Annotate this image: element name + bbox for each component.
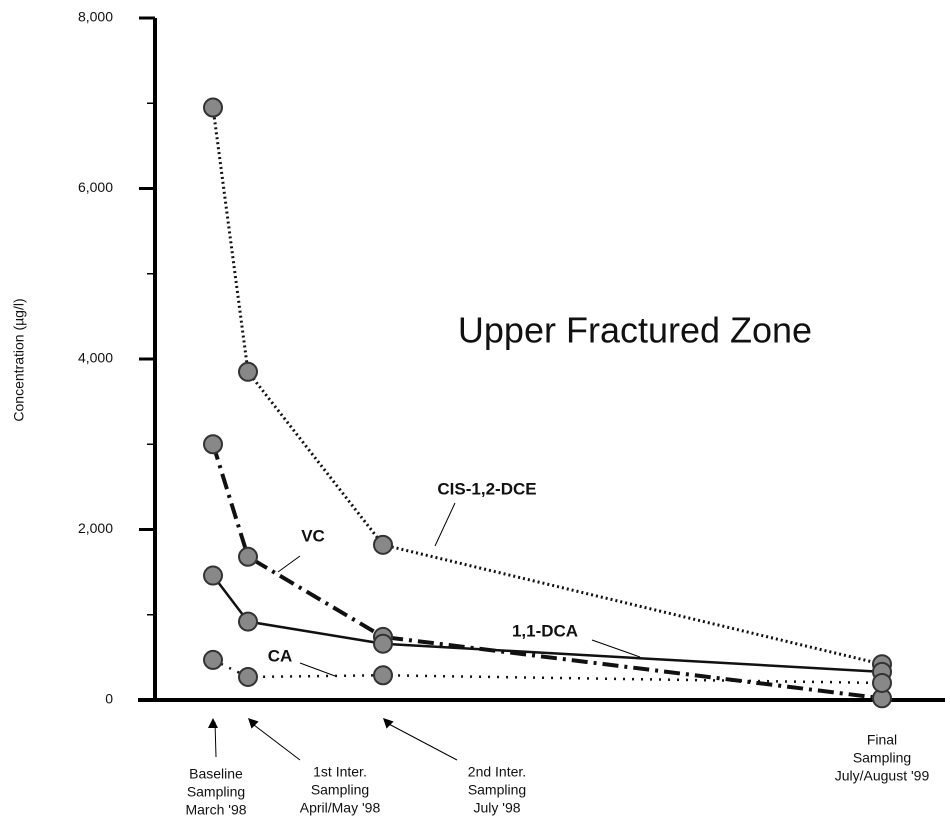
leader: [591, 639, 641, 658]
y-tick-label: 4,000: [78, 350, 113, 366]
data-point: [238, 666, 258, 687]
series-label: CA: [268, 646, 293, 665]
data-point: [872, 672, 892, 693]
x-tick-label: Baseline: [189, 766, 243, 782]
pointer: [249, 721, 301, 761]
x-tick-label: Sampling: [311, 782, 369, 798]
leader: [277, 555, 301, 573]
data-point: [238, 546, 258, 567]
data-point: [238, 611, 258, 632]
data-point: [373, 534, 393, 555]
data-point: [203, 565, 223, 586]
x-tick-label: Final: [867, 732, 897, 748]
y-axis-label: Concentration (µg/l): [11, 298, 27, 421]
x-tick-label: April/May '98: [300, 800, 381, 816]
y-tick-label: 0: [105, 691, 113, 707]
data-point: [373, 633, 393, 654]
x-tick-label: July '98: [473, 800, 520, 816]
pointer-head: [248, 718, 259, 729]
x-tick-label: Sampling: [187, 784, 245, 800]
data-point: [203, 97, 223, 118]
x-tick-label: 1st Inter.: [313, 764, 367, 780]
series-line: [212, 574, 883, 674]
series-line: [212, 658, 883, 685]
series-line: [211, 107, 883, 666]
data-point: [203, 649, 223, 670]
x-tick-label: March '98: [185, 802, 246, 818]
series-label: CIS-1,2-DCE: [437, 479, 536, 498]
x-tick-label: Sampling: [853, 750, 911, 766]
series-line: [211, 443, 883, 701]
series-label: VC: [301, 526, 325, 545]
x-tick-label: July/August '99: [835, 768, 930, 784]
series-label: 1,1-DCA: [512, 621, 578, 640]
pointer-head: [208, 718, 218, 728]
y-tick-label: 6,000: [78, 179, 113, 195]
y-tick-label: 2,000: [78, 520, 113, 536]
data-point: [203, 434, 223, 455]
annotation: Upper Fractured Zone: [458, 310, 812, 351]
pointer-head: [383, 718, 394, 729]
y-tick-label: 8,000: [78, 9, 113, 25]
x-tick-label: 2nd Inter.: [468, 764, 526, 780]
x-tick-label: Sampling: [468, 782, 526, 798]
leader: [434, 502, 456, 547]
leader: [299, 662, 336, 677]
pointer: [384, 721, 458, 761]
data-point: [373, 665, 393, 686]
data-point: [238, 361, 258, 382]
